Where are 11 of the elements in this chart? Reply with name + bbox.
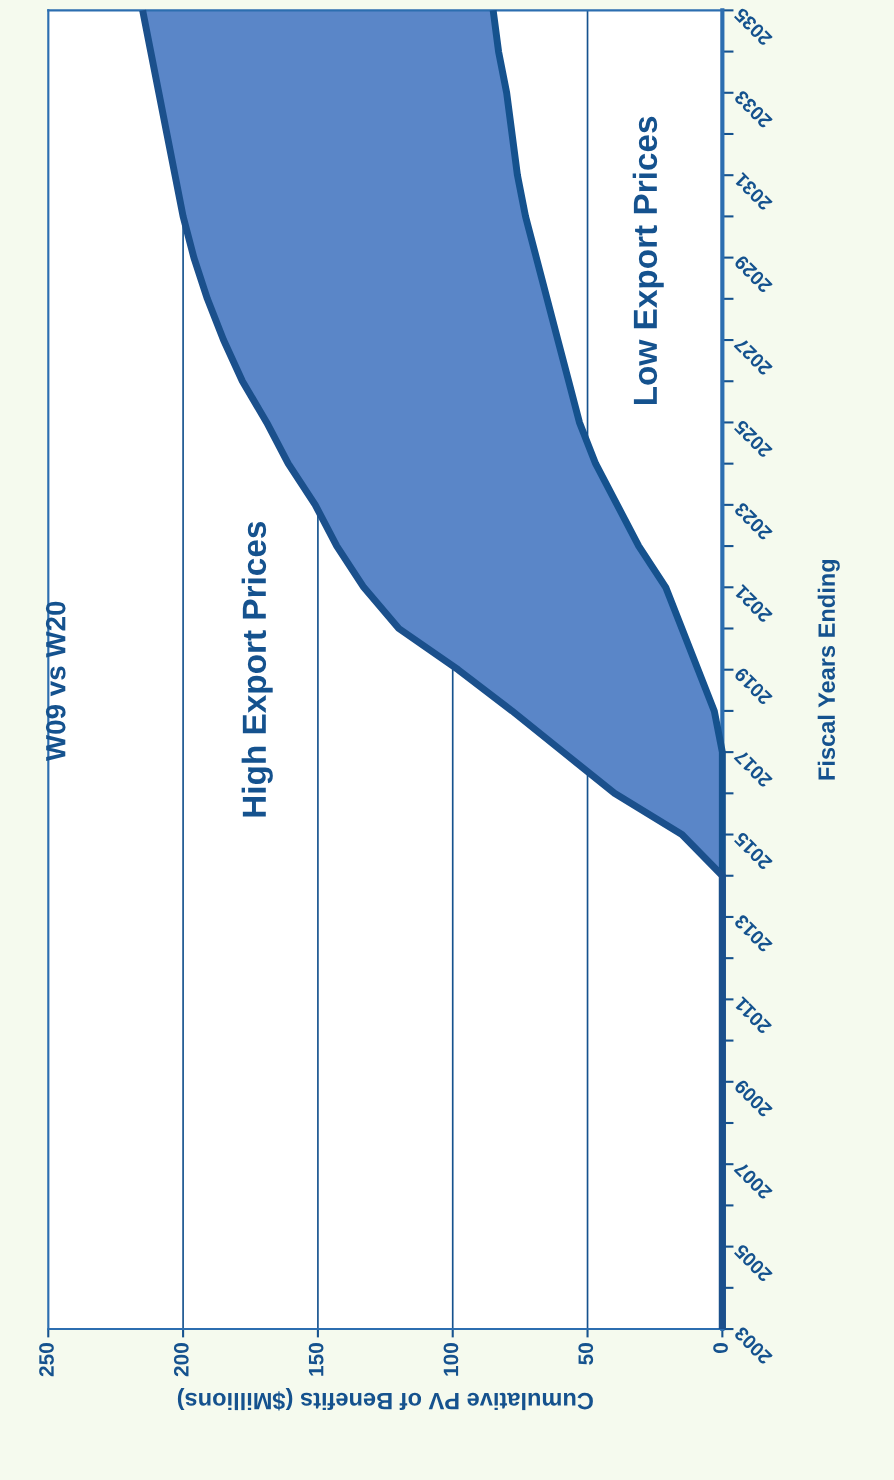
x-axis-title: Cumulative PV of Benefits ($Millions) bbox=[177, 1388, 593, 1411]
x-tick-label: 50 bbox=[578, 1343, 594, 1365]
x-tick-label: 200 bbox=[173, 1343, 189, 1377]
x-tick-label: 100 bbox=[443, 1343, 459, 1376]
x-tick-label: 250 bbox=[39, 1343, 54, 1377]
text: W09 vs W20 bbox=[45, 601, 66, 762]
text: High Export Prices bbox=[241, 521, 273, 817]
y-axis-title: Fiscal Years Ending bbox=[817, 559, 840, 780]
text: Low Export Prices bbox=[632, 116, 664, 405]
x-tick-label: 150 bbox=[308, 1343, 324, 1376]
x-tick-label: 0 bbox=[713, 1343, 728, 1353]
